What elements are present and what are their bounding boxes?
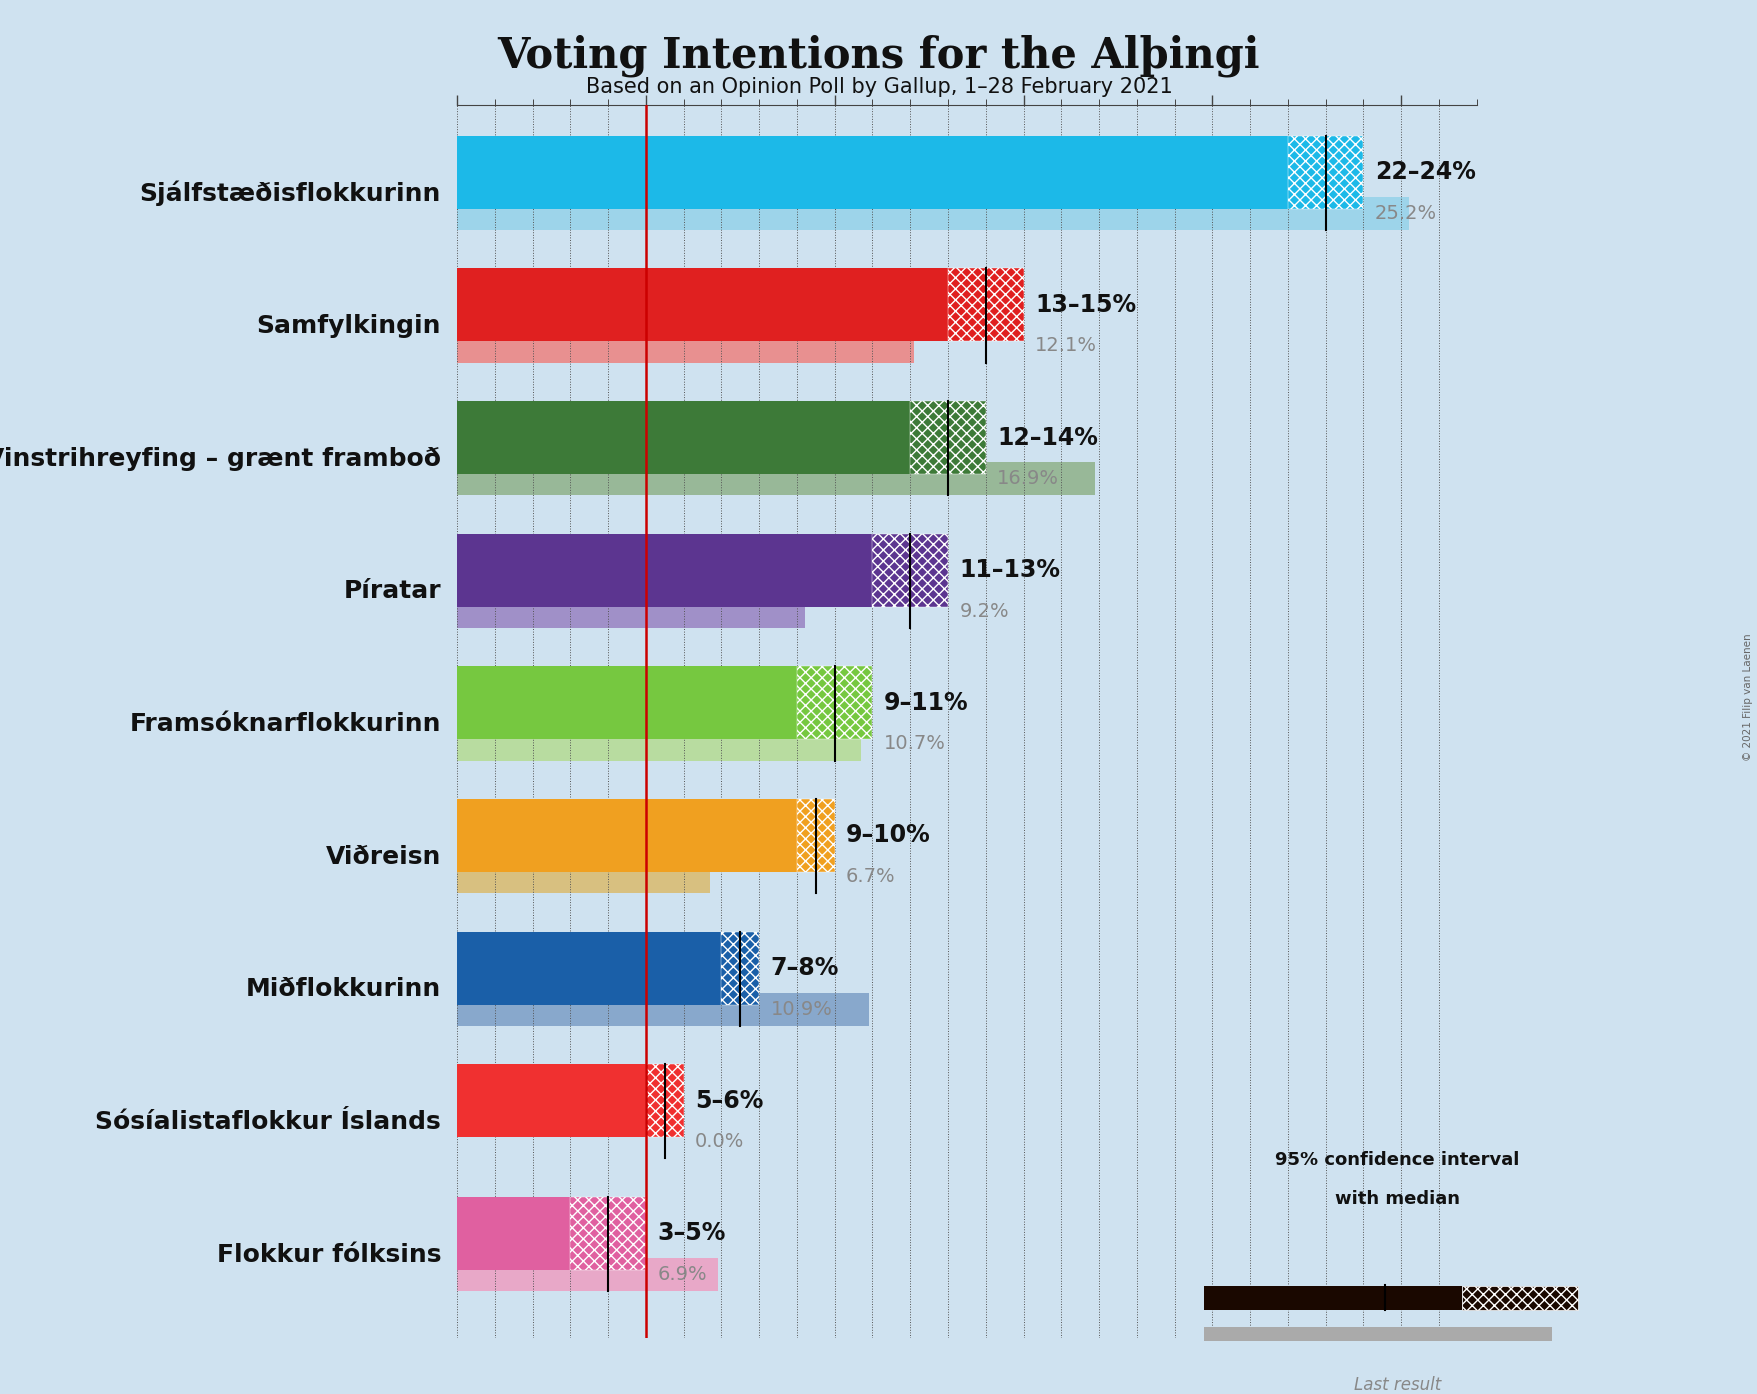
Bar (457, 461, 1095, 495)
Bar (457, 595, 805, 627)
Text: 5–6%: 5–6% (694, 1089, 763, 1112)
Bar (457, 135, 1288, 209)
Bar (457, 666, 796, 739)
Text: 0.0%: 0.0% (694, 1132, 743, 1151)
Bar (1204, 1285, 1462, 1310)
Text: 9.2%: 9.2% (959, 602, 1009, 620)
Bar (457, 197, 1407, 230)
Bar (910, 401, 986, 474)
Bar (457, 728, 861, 761)
Bar (947, 269, 1023, 342)
Text: 16.9%: 16.9% (996, 470, 1058, 488)
Text: 10.7%: 10.7% (884, 735, 945, 753)
Bar (1204, 1327, 1551, 1341)
Text: 6.7%: 6.7% (845, 867, 894, 887)
Text: Last result: Last result (1353, 1376, 1441, 1394)
Bar (871, 534, 947, 606)
Bar (796, 799, 835, 873)
Text: 6.9%: 6.9% (657, 1266, 706, 1284)
Text: 25.2%: 25.2% (1374, 204, 1435, 223)
Bar (457, 329, 914, 362)
Text: 9–10%: 9–10% (845, 824, 929, 848)
Text: with median: with median (1334, 1190, 1460, 1209)
Text: 22–24%: 22–24% (1374, 160, 1474, 184)
Bar (569, 1197, 645, 1270)
Text: 11–13%: 11–13% (959, 558, 1059, 583)
Text: 3–5%: 3–5% (657, 1221, 726, 1245)
Text: 13–15%: 13–15% (1035, 293, 1135, 316)
Bar (457, 401, 910, 474)
Text: 12.1%: 12.1% (1035, 336, 1096, 355)
Text: 12–14%: 12–14% (996, 425, 1098, 449)
Text: 10.9%: 10.9% (770, 999, 831, 1019)
Bar (457, 931, 720, 1005)
Text: 95% confidence interval: 95% confidence interval (1274, 1150, 1520, 1168)
Bar (1288, 135, 1363, 209)
Text: Based on an Opinion Poll by Gallup, 1–28 February 2021: Based on an Opinion Poll by Gallup, 1–28… (585, 77, 1172, 96)
Bar (457, 1257, 717, 1291)
Bar (457, 860, 710, 894)
Bar (457, 269, 947, 342)
Bar (457, 1064, 645, 1138)
Bar (457, 799, 796, 873)
Text: © 2021 Filip van Laenen: © 2021 Filip van Laenen (1741, 633, 1752, 761)
Text: 9–11%: 9–11% (884, 691, 968, 715)
Bar (796, 666, 871, 739)
Text: 7–8%: 7–8% (770, 956, 838, 980)
Bar (1462, 1285, 1578, 1310)
Bar (720, 931, 759, 1005)
Bar (457, 993, 868, 1026)
Bar (457, 1197, 569, 1270)
Bar (457, 534, 871, 606)
Text: Voting Intentions for the Alþingi: Voting Intentions for the Alþingi (497, 35, 1260, 77)
Bar (645, 1064, 683, 1138)
